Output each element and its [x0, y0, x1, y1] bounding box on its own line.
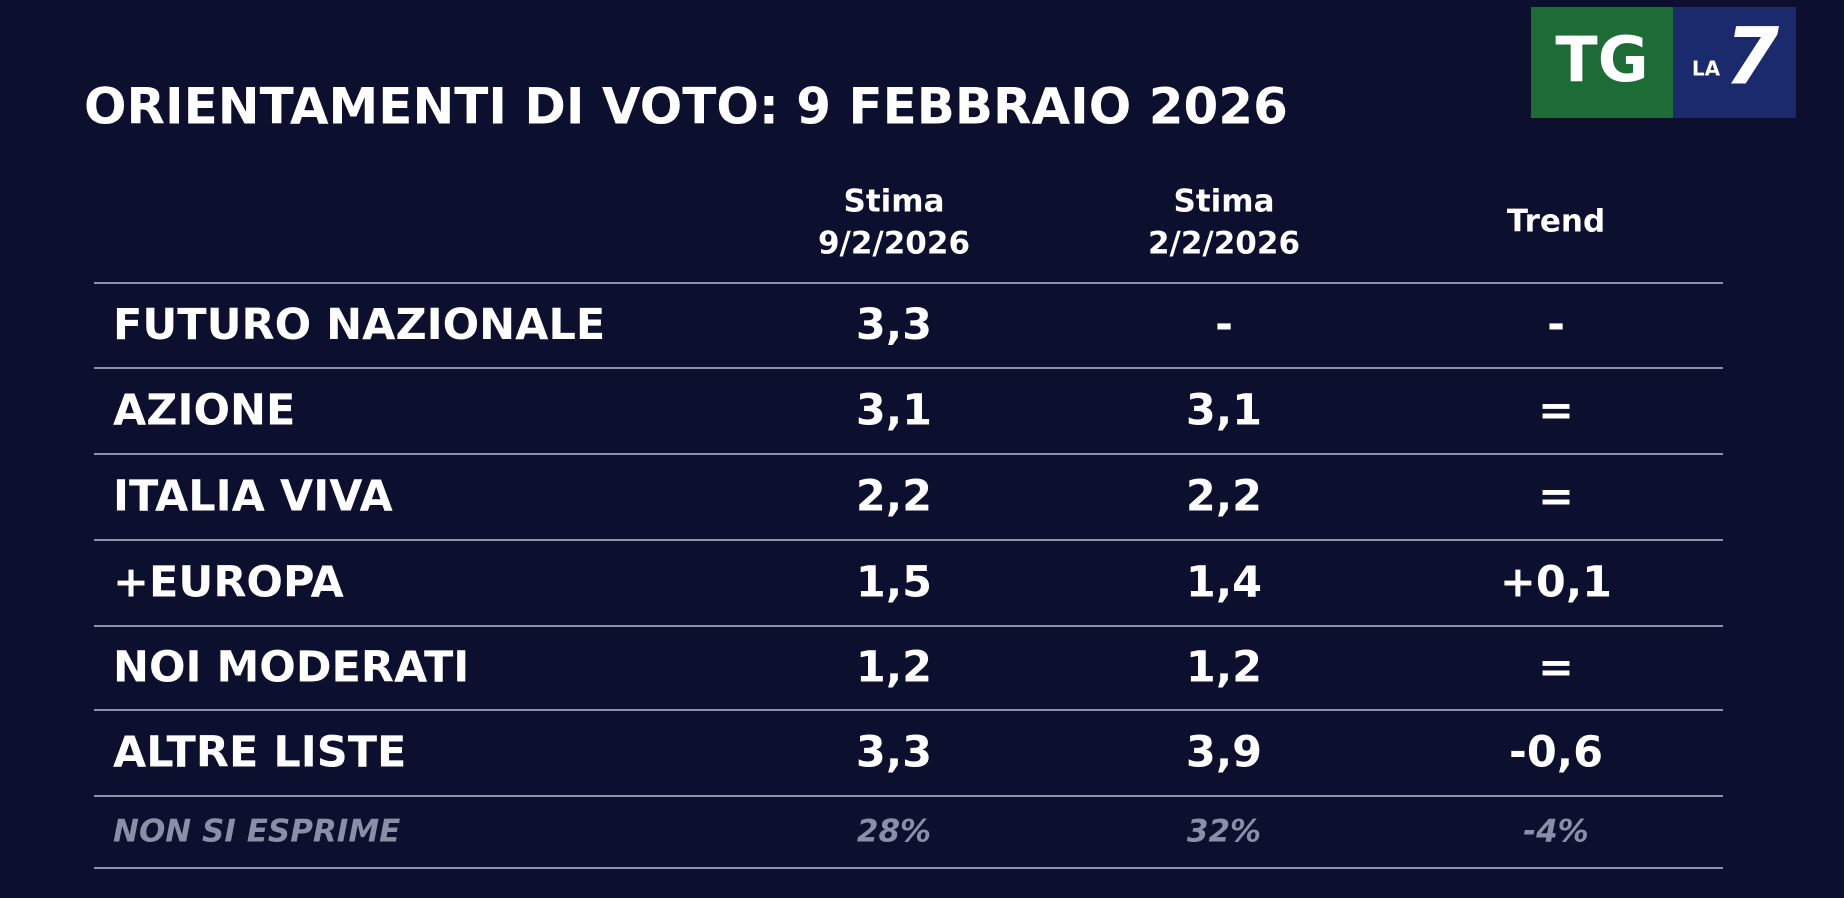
cell-value: =: [1538, 386, 1574, 436]
cell-value: +0,1: [1500, 558, 1612, 608]
cell-value: =: [1538, 643, 1574, 693]
column-header: Stima: [1174, 184, 1275, 220]
party-name: ALTRE LISTE: [113, 728, 406, 778]
footer-value: -4%: [1523, 814, 1589, 850]
footer-value: 28%: [857, 814, 931, 850]
column-header: 9/2/2026: [818, 226, 970, 262]
cell-value: 3,3: [856, 300, 932, 350]
title: ORIENTAMENTI DI VOTO: 9 FEBBRAIO 2026: [84, 78, 1288, 136]
party-name: AZIONE: [113, 386, 295, 436]
party-name: FUTURO NAZIONALE: [113, 300, 605, 350]
logo-right: [1673, 7, 1796, 118]
table: Stima 9/2/2026 Stima 2/2/2026 Trend FUTURO NA…: [94, 184, 1723, 869]
footer-value: 32%: [1187, 814, 1261, 850]
cell-value: 3,1: [1186, 386, 1262, 436]
cell-value: -0,6: [1509, 728, 1603, 778]
cell-value: =: [1538, 472, 1574, 522]
party-name: ITALIA VIVA: [113, 472, 394, 522]
column-header: 2/2/2026: [1148, 226, 1300, 262]
cell-value: 3,3: [856, 728, 932, 778]
cell-value: 1,4: [1186, 558, 1262, 608]
party-name: NOI MODERATI: [113, 643, 469, 693]
cell-value: 3,1: [856, 386, 932, 436]
cell-value: 1,2: [856, 643, 932, 693]
cell-value: -: [1547, 300, 1565, 350]
column-header: Trend: [1507, 204, 1605, 240]
logo-7: 7: [1725, 12, 1780, 102]
cell-value: -: [1215, 300, 1233, 350]
logo-left: [1531, 7, 1673, 118]
column-header: Stima: [844, 184, 945, 220]
cell-value: 1,5: [856, 558, 932, 608]
cell-value: 1,2: [1186, 643, 1262, 693]
cell-value: 3,9: [1186, 728, 1262, 778]
cell-value: 2,2: [856, 472, 932, 522]
footer-label: NON SI ESPRIME: [113, 814, 400, 850]
logo-tg: TG: [1555, 23, 1648, 96]
party-name: +EUROPA: [113, 558, 345, 608]
cell-value: 2,2: [1186, 472, 1262, 522]
logo-la: LA: [1692, 57, 1721, 81]
